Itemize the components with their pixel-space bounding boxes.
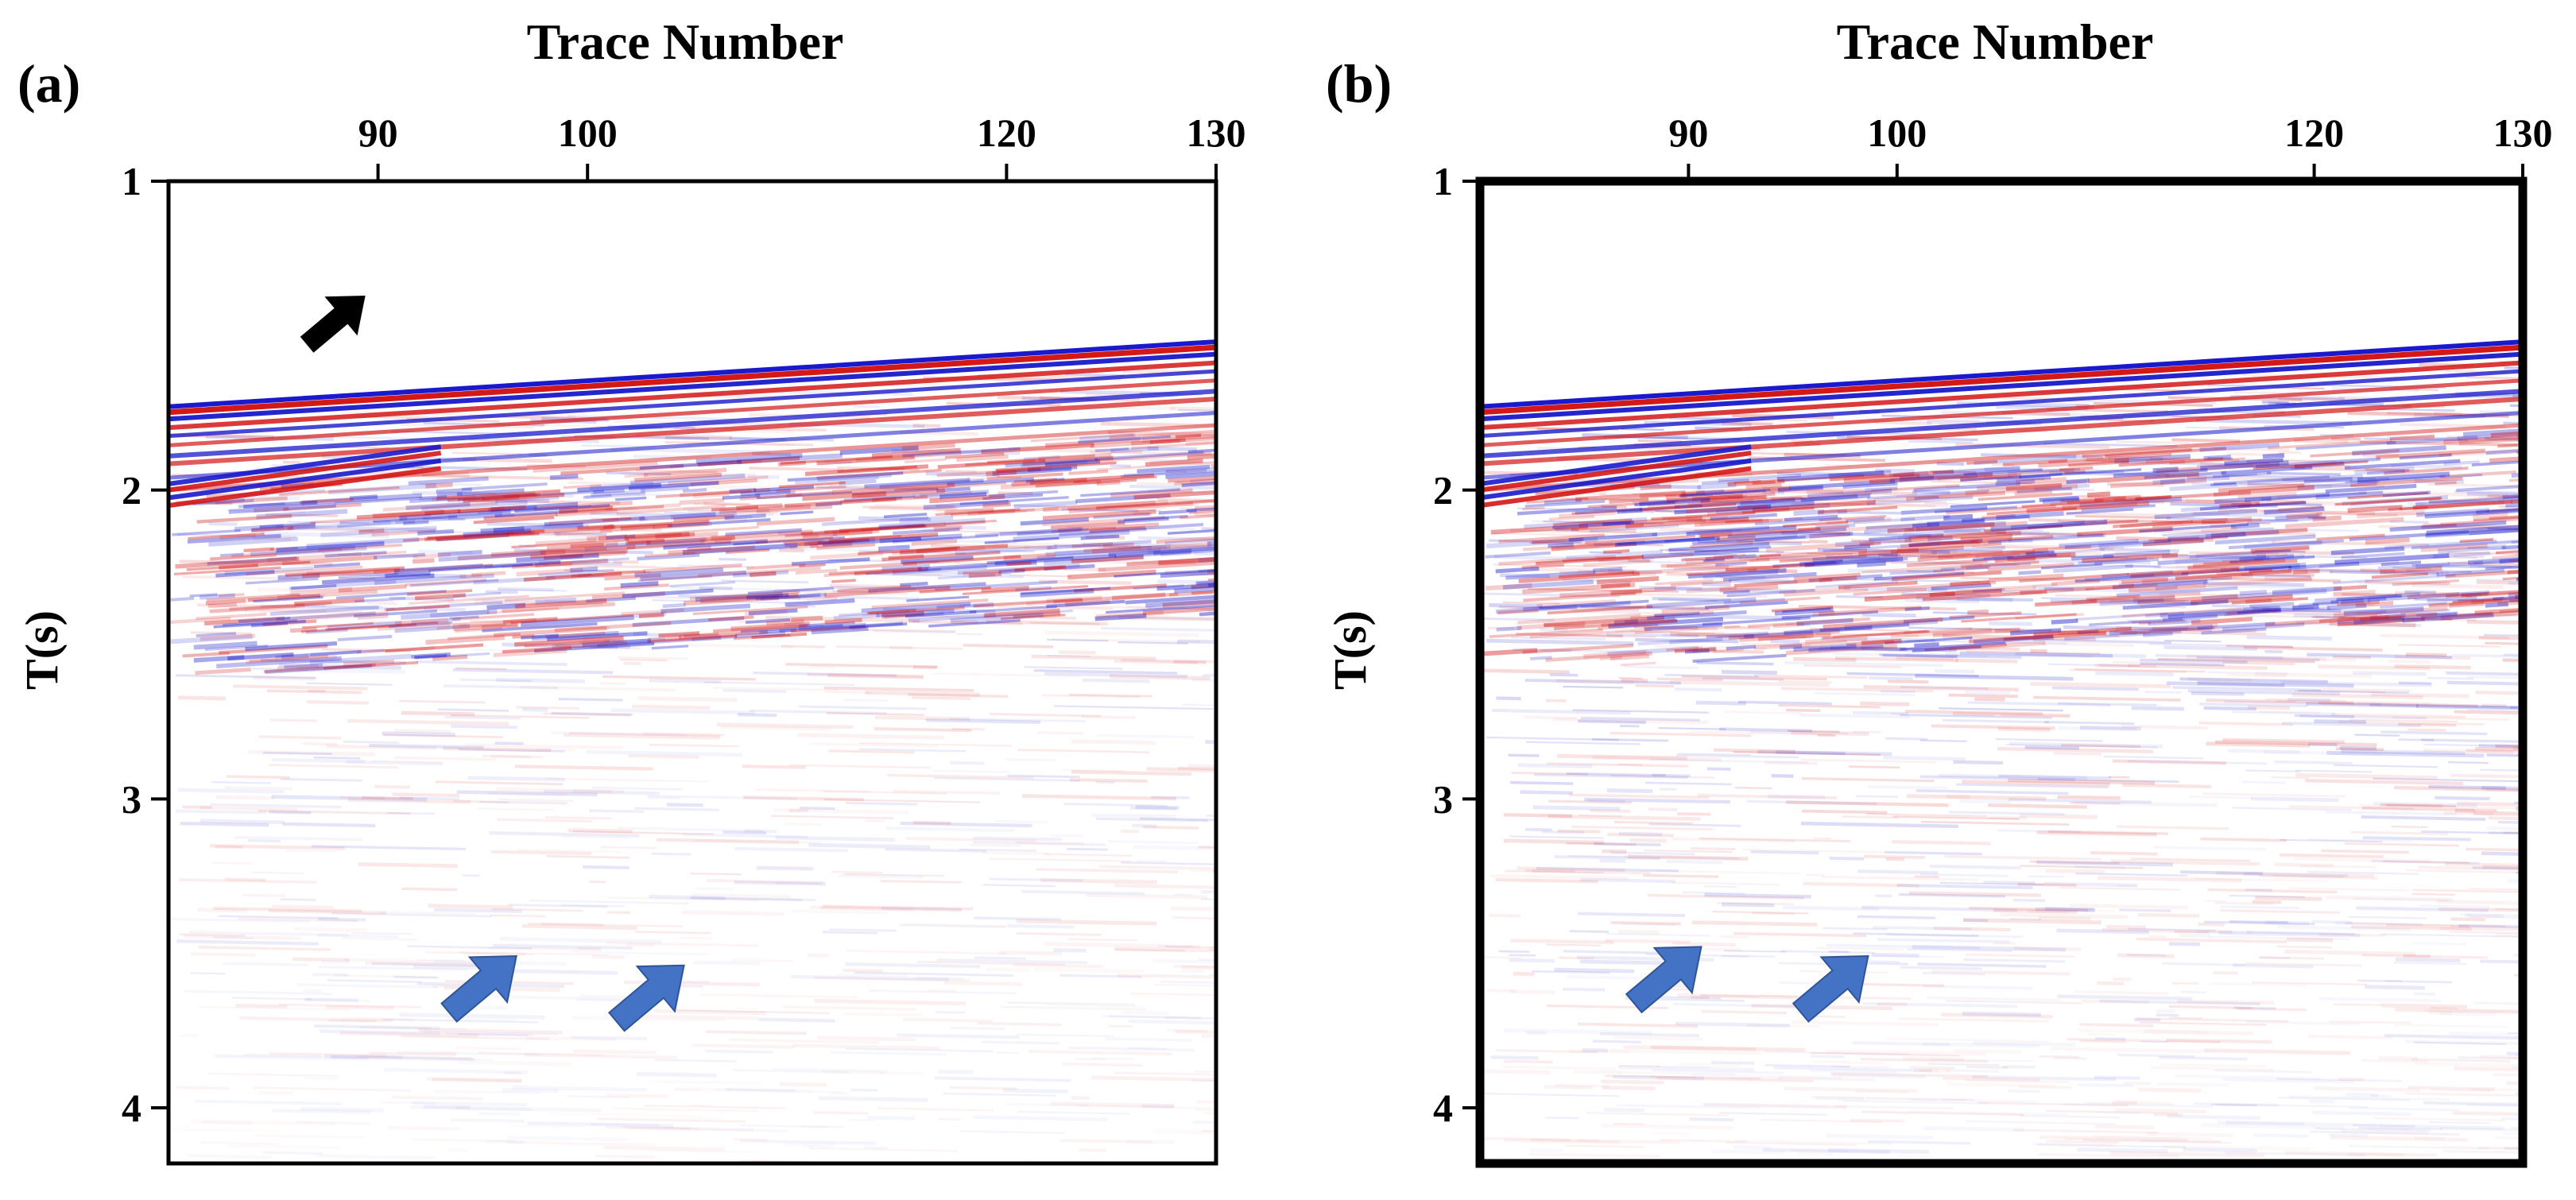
x-axis-ticks: 90 100 120 130 [358,110,1246,181]
y-tick-label: 1 [122,159,141,203]
y-tick: 1 [122,159,169,203]
x-tick-label: 120 [2284,110,2344,155]
x-tick: 130 [2493,110,2553,181]
y-axis-label: T(s) [1324,610,1376,690]
y-axis-label: T(s) [16,610,68,690]
x-tick: 90 [358,110,398,181]
x-tick: 90 [1668,110,1708,181]
x-tick-label: 100 [1867,110,1927,155]
x-tick: 100 [558,110,618,181]
y-tick-label: 1 [1433,159,1453,203]
panel-label: (b) [1326,53,1392,114]
blue-arrow-icon [1792,955,1869,1023]
x-tick-label: 100 [558,110,618,155]
y-tick: 4 [122,1086,169,1130]
y-axis-ticks: 1 2 3 4 [1433,159,1480,1130]
seismic-image [169,181,1216,1163]
y-axis-ticks: 1 2 3 4 [122,159,169,1130]
y-tick-label: 4 [122,1086,141,1130]
x-axis-title: Trace Number [527,14,844,70]
y-tick-label: 4 [1433,1086,1453,1130]
x-tick: 120 [2284,110,2344,181]
y-tick: 1 [1433,159,1480,203]
black-arrow-icon [300,296,366,353]
seismic-image [1480,181,2523,1163]
y-tick-label: 2 [122,468,141,513]
x-tick-label: 130 [1187,110,1246,155]
y-tick-label: 2 [1433,468,1453,513]
y-tick: 2 [122,468,169,513]
x-axis-title: Trace Number [1837,14,2154,70]
x-tick-label: 90 [358,110,398,155]
x-tick: 100 [1867,110,1927,181]
y-tick: 4 [1433,1086,1480,1130]
annotation-arrows [1625,946,1869,1023]
panel-label: (a) [17,53,80,114]
y-tick-label: 3 [122,776,141,821]
annotation-arrows [300,296,685,1032]
plot-frame [166,179,1218,1166]
x-tick-label: 130 [2493,110,2553,155]
x-axis-ticks: 90 100 120 130 [1668,110,2553,181]
y-tick: 3 [1433,776,1480,821]
x-tick-label: 90 [1668,110,1708,155]
y-tick: 2 [1433,468,1480,513]
y-tick: 3 [122,776,169,821]
blue-arrow-icon [607,964,685,1032]
blue-arrow-icon [1625,946,1702,1014]
x-tick-label: 120 [977,110,1036,155]
plot-frame [1475,176,2528,1168]
x-tick: 120 [977,110,1036,181]
panel-a: (a) Trace Number T(s) 90 100 120 130 [16,14,1246,1166]
panel-b: (b) Trace Number T(s) 90 100 120 130 [1324,14,2553,1168]
blue-arrow-icon [440,955,517,1023]
y-tick-label: 3 [1433,776,1453,821]
x-tick: 130 [1187,110,1246,181]
